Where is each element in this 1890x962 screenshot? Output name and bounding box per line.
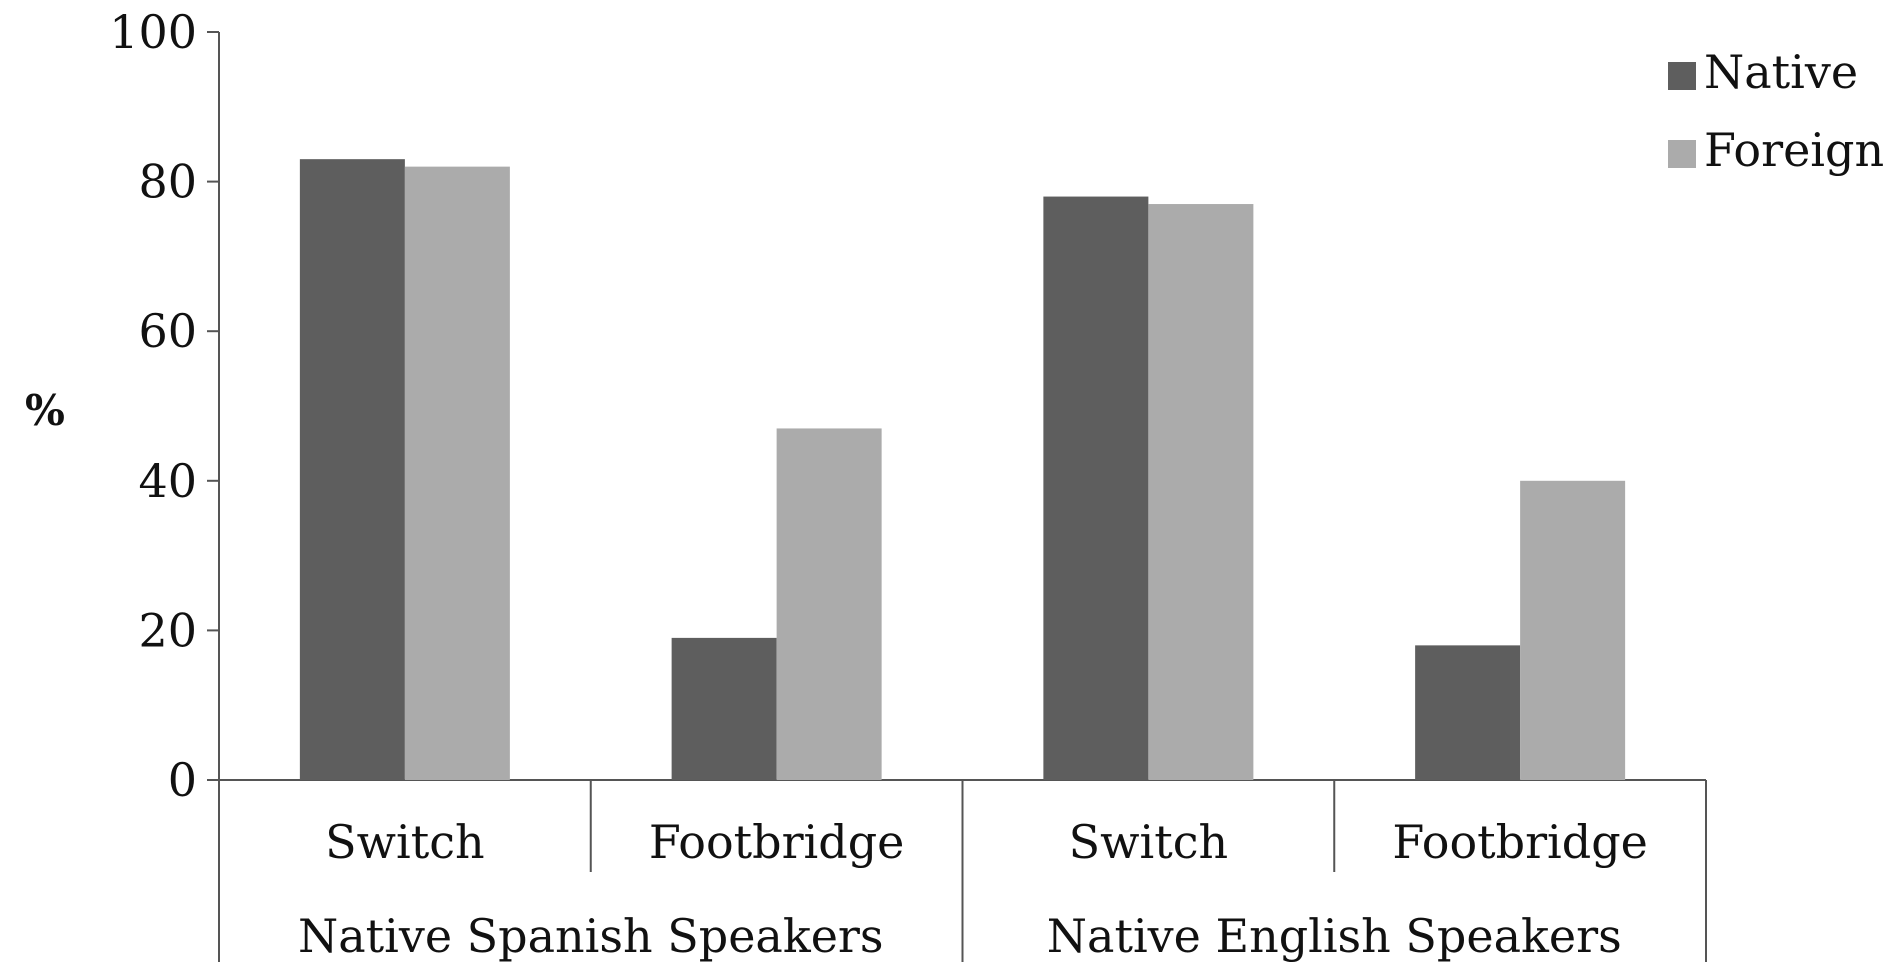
legend: Native Foreign [1668, 45, 1884, 177]
bar-foreign [1148, 204, 1254, 781]
bar-foreign [404, 166, 510, 780]
x-group-label: Native English Speakers [1047, 909, 1622, 962]
y-axis-label: % [25, 386, 65, 435]
x-category-label: Switch [325, 815, 484, 869]
legend-label-foreign: Foreign [1704, 123, 1884, 177]
x-category-label: Footbridge [649, 815, 905, 869]
y-tick-label: 80 [138, 155, 197, 209]
bar-foreign [776, 428, 882, 780]
x-group-label: Native Spanish Speakers [298, 909, 884, 962]
bar-native [1043, 196, 1149, 780]
y-tick-label: 100 [109, 5, 197, 59]
legend-swatch-foreign [1668, 140, 1696, 168]
y-tick-label: 60 [138, 304, 197, 358]
bar-native [671, 637, 777, 780]
x-category-label: Footbridge [1392, 815, 1648, 869]
y-tick-label: 0 [168, 753, 197, 807]
plot-area: 0 20 40 60 80 100 Switch Footbridge Switch Footbr… [109, 5, 1707, 962]
y-tick-label: 20 [138, 603, 197, 657]
x-category-label: Switch [1069, 815, 1228, 869]
bar-foreign [1520, 480, 1626, 780]
legend-swatch-native [1668, 62, 1696, 90]
legend-label-native: Native [1704, 45, 1858, 99]
bar-native [1415, 645, 1521, 780]
bar-native [299, 159, 405, 780]
y-tick-label: 40 [138, 454, 197, 508]
